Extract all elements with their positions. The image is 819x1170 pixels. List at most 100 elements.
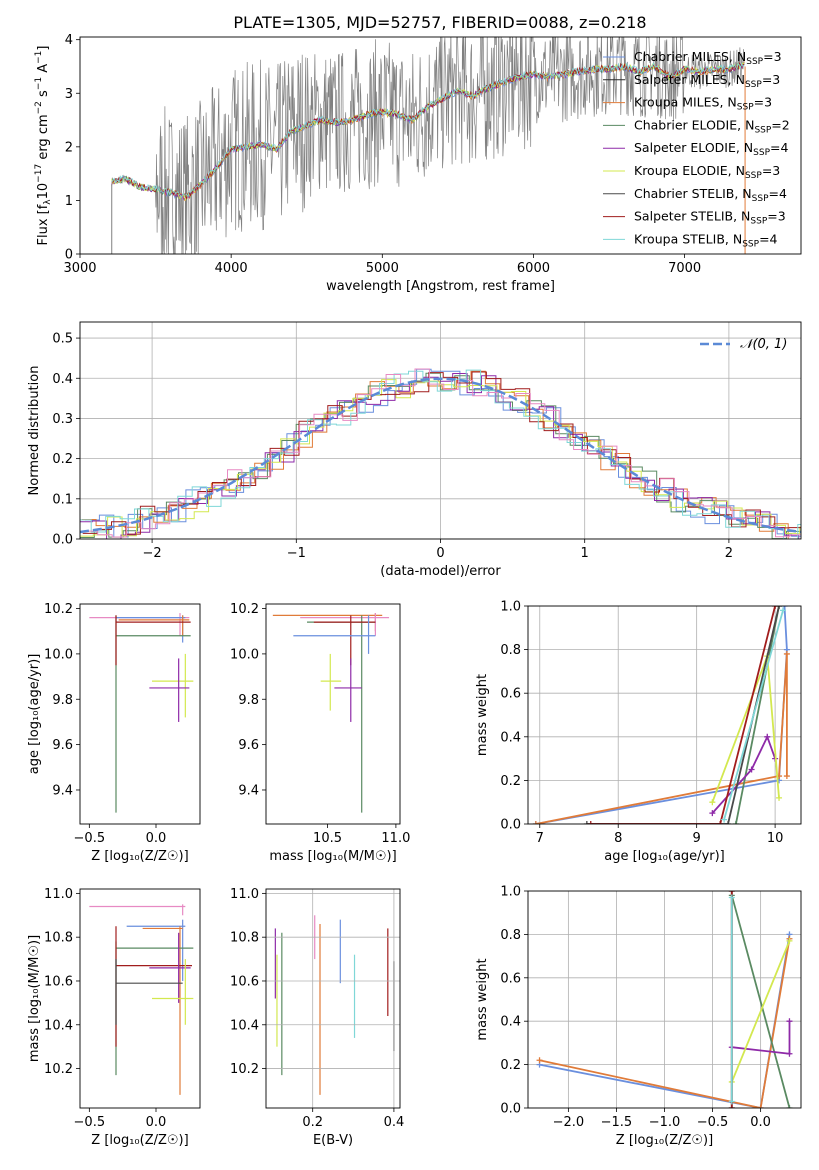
weight-marker (536, 1057, 543, 1064)
weight-marker (786, 937, 793, 944)
weight-marker (757, 1105, 764, 1108)
y-label-part: ] (36, 46, 51, 51)
plot-area (266, 889, 400, 1108)
x-axis-label: (data-model)/error (380, 564, 501, 579)
weight-marker (779, 607, 786, 614)
y-tick-label: 9.8 (52, 693, 73, 708)
legend-sub: SSP (746, 57, 763, 67)
panel-7: 0.2 0.4 10.2 10.4 10.6 10.8 11.0 E(B-V) (230, 887, 404, 1148)
x-tick-label: 0.2 (302, 1115, 323, 1130)
y-tick-label: 10.2 (230, 1062, 259, 1077)
legend-label: Chabrier MILES, NSSP=3 (634, 49, 782, 67)
weight-series (539, 938, 791, 1108)
legend-sub: SSP (745, 171, 762, 181)
axes-frame (79, 321, 802, 540)
x-tick-label: −0.5 (74, 831, 106, 846)
axes-frame (527, 605, 802, 825)
y-tick-label: 1.0 (500, 600, 521, 615)
y-tick-label: 10.0 (44, 647, 73, 662)
x-tick-label: −1.5 (601, 1115, 633, 1130)
x-tick-label: 5000 (366, 261, 399, 276)
y-tick-label: 11.0 (44, 887, 73, 902)
weight-marker (776, 606, 783, 609)
y-tick-label: 0.6 (500, 687, 521, 702)
x-axis-label: Z [log₁₀(Z/Z☉)] (616, 1133, 713, 1148)
legend-text: Kroupa STELIB, N (634, 231, 742, 246)
legend-sub: SSP (750, 217, 767, 227)
legend-label: 𝒩(0, 1) (740, 337, 787, 352)
y-tick-label: 0.1 (52, 492, 73, 507)
weight-series (730, 895, 791, 1108)
y-label-part: s (36, 90, 51, 101)
legend-val: =2 (771, 117, 789, 132)
y-tick-label: 0.2 (500, 1058, 521, 1073)
x-tick-label: −1 (287, 546, 306, 561)
weight-marker (709, 799, 716, 806)
x-tick-label: 2 (725, 546, 733, 561)
y-tick-label: 0.2 (500, 774, 521, 789)
legend-label: Kroupa ELODIE, NSSP=3 (634, 163, 780, 181)
y-label-part: −1 (34, 77, 44, 90)
panel-1: 3000 4000 5000 6000 7000 0 1 2 3 4 wavelength [Ang… (34, 33, 802, 294)
weight-marker (781, 606, 788, 609)
y-tick-label: 4 (65, 33, 73, 48)
residual-histogram (83, 368, 801, 538)
weight-marker (717, 821, 724, 824)
x-tick-label: 0.4 (384, 1115, 405, 1130)
weight-marker (728, 894, 735, 901)
y-label-part: A (36, 64, 51, 77)
y-tick-label: 0.0 (52, 533, 73, 548)
weight-marker (786, 1018, 793, 1025)
plot-area (89, 613, 194, 813)
legend-label: Salpeter STELIB, NSSP=3 (634, 209, 786, 227)
axes-frame (265, 603, 401, 825)
y-tick-label: 10.2 (44, 602, 73, 617)
y-tick-label: 11.0 (230, 887, 259, 902)
y-tick-label: 0.8 (500, 928, 521, 943)
panel-8: −2.0 −1.5 −1.0 −0.5 0.0 0.0 0.2 0.4 0.6 0.8 1.0 Z [… (475, 885, 802, 1148)
x-tick-label: 7 (536, 831, 544, 846)
legend-text: Kroupa ELODIE, N (634, 163, 745, 178)
y-label-part: −1 (34, 51, 44, 64)
x-tick-label: 7000 (668, 261, 701, 276)
plot-area (80, 322, 801, 539)
y-tick-label: 10.2 (230, 602, 259, 617)
residual-histogram (80, 373, 801, 539)
weight-marker (783, 773, 790, 780)
legend-sub: SSP (745, 80, 762, 90)
legend-text: Salpeter MILES, N (634, 72, 745, 87)
x-tick-label: 4000 (215, 261, 248, 276)
weight-marker (732, 821, 739, 824)
weight-marker (786, 1050, 793, 1057)
panel-4: 10.5 11.0 9.4 9.6 9.8 10.0 10.2 mass [log₁₀(M/M… (230, 602, 410, 864)
y-tick-label: 10.4 (44, 1018, 73, 1033)
legend-label: Kroupa MILES, NSSP=3 (634, 95, 772, 113)
y-axis-label: Normed distribution (27, 366, 42, 496)
y-tick-label: 9.8 (238, 693, 259, 708)
x-tick-label: 9 (693, 831, 701, 846)
legend-val: =4 (769, 186, 787, 201)
y-axis-label: mass weight (475, 958, 490, 1040)
weight-marker (786, 1105, 793, 1108)
y-tick-label: 0.4 (52, 372, 73, 387)
x-tick-label: −2.0 (553, 1115, 585, 1130)
y-tick-label: 2 (65, 140, 73, 155)
axes-frame (79, 36, 802, 255)
weight-marker (772, 606, 779, 609)
legend-val: =3 (762, 163, 780, 178)
plot-area (89, 904, 194, 1095)
weight-marker (728, 1105, 735, 1108)
y-label-part: λ (43, 199, 53, 205)
panel-3: −0.5 0.0 9.4 9.6 9.8 10.0 10.2 Z [log₁₀(Z/Z☉)] a… (27, 602, 201, 864)
axes-frame (79, 603, 201, 825)
y-tick-label: 0.5 (52, 332, 73, 347)
y-axis-label: mass weight (475, 674, 490, 756)
y-label-part: 10 (36, 183, 51, 200)
residual-histogram (80, 369, 801, 539)
y-tick-label: 0.4 (500, 730, 521, 745)
y-tick-label: 0.4 (500, 1015, 521, 1030)
plot-area (528, 606, 801, 824)
x-tick-label: −1.0 (649, 1115, 681, 1130)
legend-sub: SSP (753, 148, 770, 158)
legend-val: =4 (759, 231, 777, 246)
